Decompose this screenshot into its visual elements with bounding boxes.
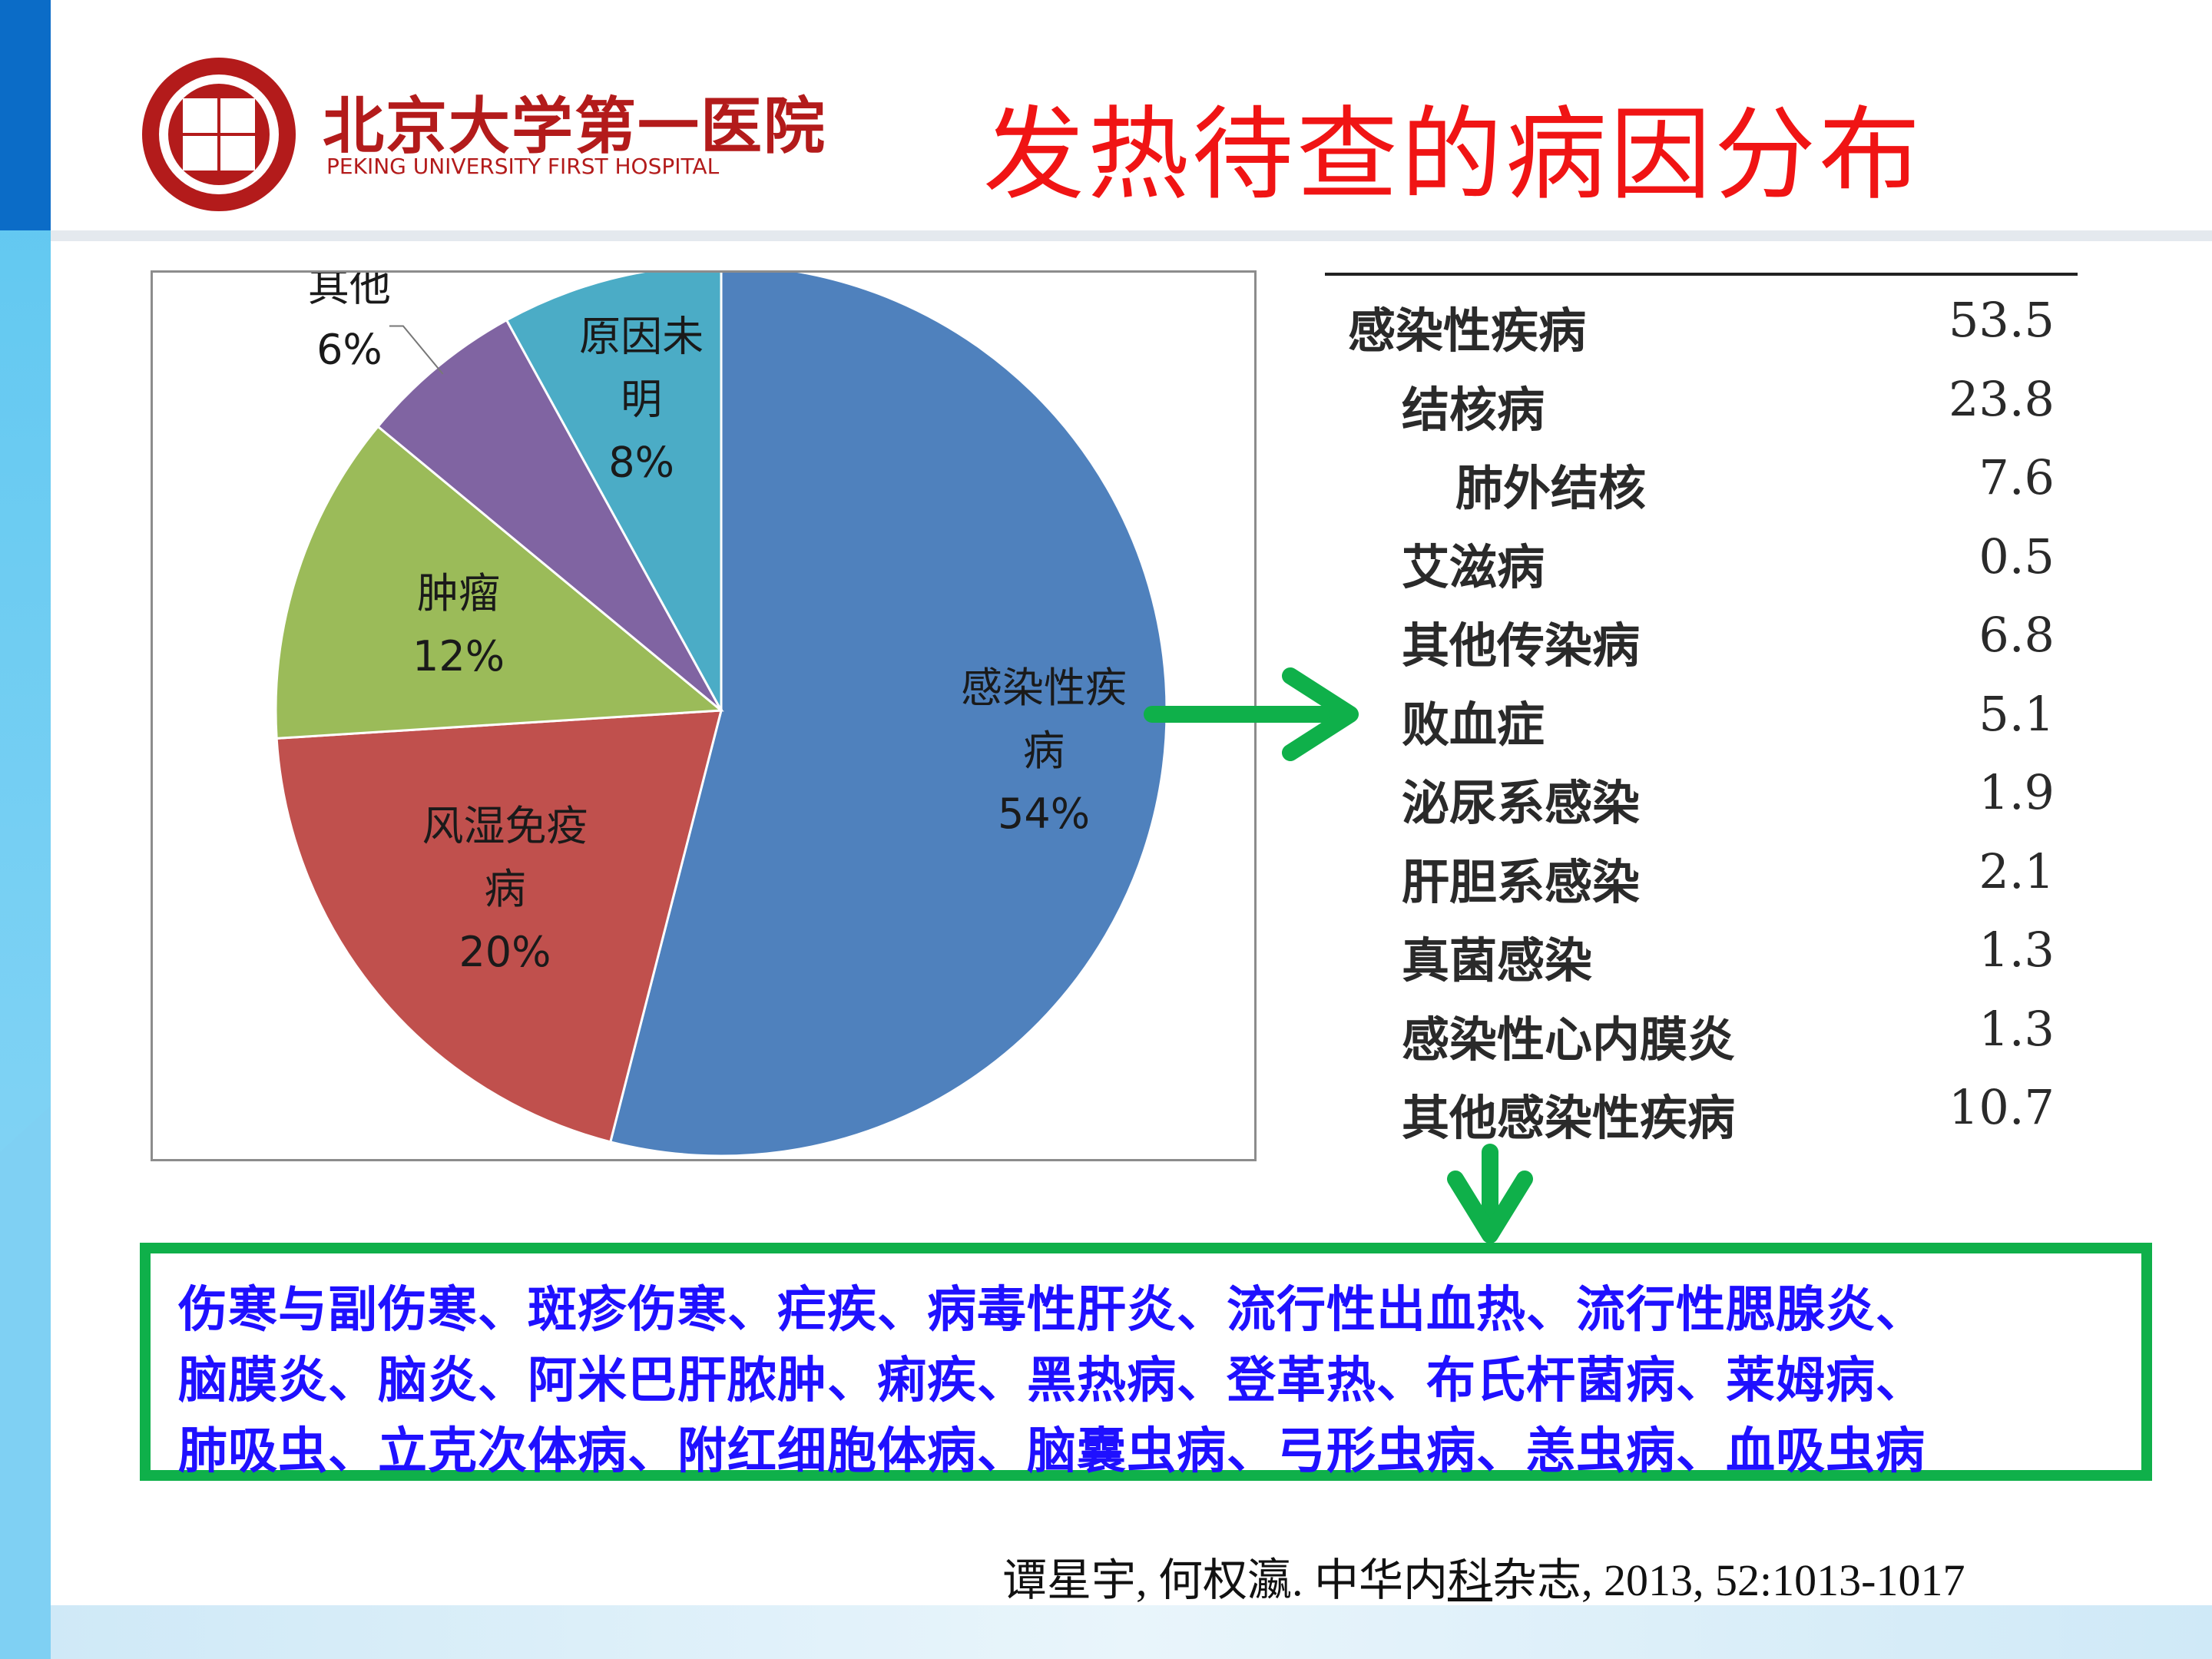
pie-category-label: 明 (621, 376, 662, 424)
pie-slice (275, 709, 723, 1144)
table-row-name: 其他感染性疾病 (1402, 1090, 1736, 1146)
hospital-seal-icon (142, 58, 296, 211)
table-row-name: 艾滋病 (1402, 538, 1545, 595)
table-row: 泌尿系感染 1.9 (1325, 764, 2078, 841)
table-row-value: 0.5 (1979, 528, 2055, 584)
table-row: 其他传染病 6.8 (1325, 607, 2078, 684)
table-row-value: 2.1 (1979, 843, 2055, 899)
pie-category-label: 风湿免疫 (422, 802, 588, 850)
pie-category-label: 肿瘤 (417, 569, 500, 618)
logo-chinese-name: 北京大学第一医院 (323, 90, 826, 162)
pie-category-label: 病 (1023, 727, 1065, 775)
table-row-name: 感染性疾病 (1348, 303, 1587, 359)
pie-slice (608, 273, 1168, 1157)
table-row: 感染性心内膜炎 1.3 (1325, 1001, 2078, 1078)
table-row: 肝胆系感染 2.1 (1325, 843, 2078, 920)
citation: 谭星宇, 何权瀛. 中华内科杂志, 2013, 52:1013-1017 (1002, 1544, 1965, 1608)
table-row-value: 1.3 (1979, 922, 2055, 978)
slide-title: 发热待查的病因分布 (983, 96, 1923, 214)
infectious-list-line: 脑膜炎、脑炎、阿米巴肝脓肿、痢疾、黑热病、登革热、布氏杆菌病、莱姆病、 (178, 1353, 1926, 1409)
table-row-value: 23.8 (1948, 370, 2055, 427)
pie-percent-label: 20% (459, 928, 551, 976)
hospital-logo: 北京大学第一医院 PEKING UNIVERSITY FIRST HOSPITA… (138, 54, 825, 223)
infectious-list-line: 肺吸虫、立克次体病、附红细胞体病、脑囊虫病、弓形虫病、恙虫病、血吸虫病 (178, 1423, 1926, 1480)
table-row-name: 肝胆系感染 (1402, 853, 1641, 910)
pie-category-label: 其他 (308, 273, 391, 310)
infectious-diseases-box: 伤寒与副伤寒、斑疹伤寒、疟疾、病毒性肝炎、流行性出血热、流行性腮腺炎、 脑膜炎、脑… (140, 1243, 2152, 1481)
table-top-rule (1325, 273, 2078, 276)
table-row-name: 其他传染病 (1402, 618, 1641, 674)
table-row: 真菌感染 1.3 (1325, 922, 2078, 998)
table-row-value: 1.3 (1979, 1000, 2055, 1057)
citation-underlined: 科 (1448, 1555, 1493, 1605)
table-row: 结核病 23.8 (1325, 371, 2078, 448)
infectious-list-line: 伤寒与副伤寒、斑疹伤寒、疟疾、病毒性肝炎、流行性出血热、流行性腮腺炎、 (178, 1282, 1926, 1339)
table-row: 感染性疾病 53.5 (1325, 292, 2078, 369)
table-row: 艾滋病 0.5 (1325, 528, 2078, 605)
table-row-name: 感染性心内膜炎 (1402, 1011, 1736, 1068)
table-row: 肺外结核 7.6 (1325, 449, 2078, 526)
pie-category-label: 原因未 (579, 313, 704, 361)
table-row-name: 败血症 (1402, 696, 1545, 753)
pie-slice (274, 425, 724, 740)
citation-part-1: 谭星宇, 何权瀛. 中华内 (1002, 1555, 1449, 1605)
table-row-value: 1.9 (1979, 764, 2055, 820)
pie-percent-label: 54% (998, 790, 1090, 838)
table-row-value: 5.1 (1979, 685, 2055, 742)
table-row-name: 泌尿系感染 (1402, 775, 1641, 831)
table-row-value: 53.5 (1948, 292, 2055, 348)
pie-percent-label: 12% (412, 632, 505, 680)
table-row: 败血症 5.1 (1325, 686, 2078, 763)
logo-english-name: PEKING UNIVERSITY FIRST HOSPITAL (326, 154, 720, 179)
table-row-name: 肺外结核 (1455, 460, 1647, 516)
table-row-value: 6.8 (1979, 607, 2055, 663)
table-row-name: 结核病 (1402, 381, 1545, 438)
table-row-value: 7.6 (1979, 449, 2055, 505)
pie-category-label: 病 (484, 865, 525, 913)
pie-percent-label: 8% (608, 439, 674, 487)
table-row: 其他感染性疾病 10.7 (1325, 1079, 2078, 1156)
pie-category-label: 感染性疾 (961, 664, 1127, 712)
pie-slice (505, 273, 723, 711)
pie-percent-label: 6% (316, 325, 382, 373)
table-row-value: 10.7 (1948, 1079, 2055, 1135)
citation-part-2: 杂志, 2013, 52:1013-1017 (1492, 1555, 1965, 1605)
pie-leader-line (389, 325, 444, 375)
table-row-name: 真菌感染 (1402, 932, 1593, 988)
pie-chart-frame: 感染性疾病 54% 风湿免疫病 20% 肿瘤 12% 其他 6% 原因未明 8% (151, 270, 1257, 1161)
